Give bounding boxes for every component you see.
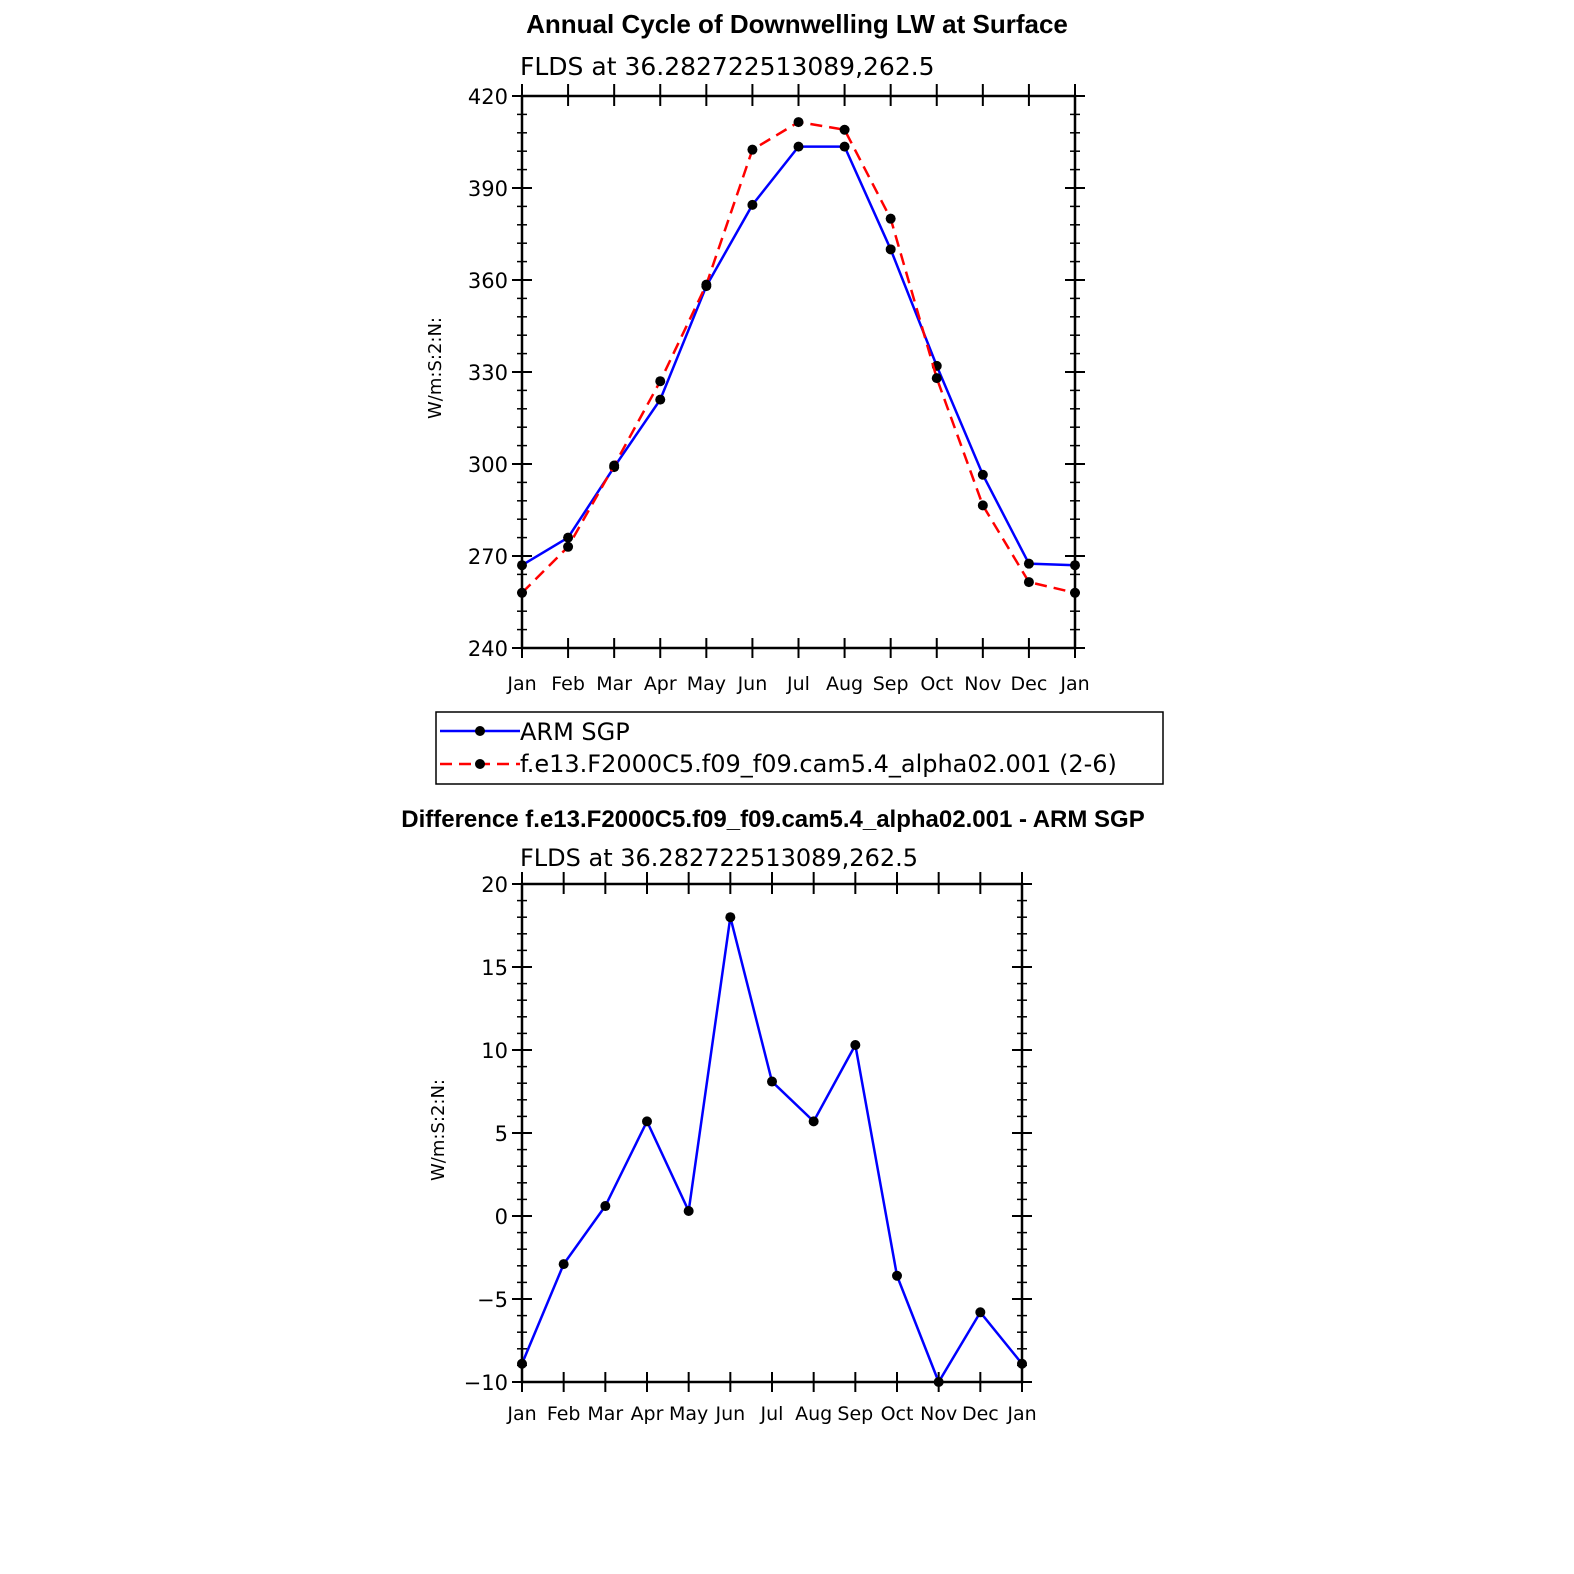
y-tick-label: 270 <box>468 545 508 569</box>
x-axis-ticks: Jan Feb Mar Apr May Jun Jul Aug Sep Oct Nov Dec Jan <box>506 84 1090 695</box>
x-tick-label: Jan <box>506 673 536 695</box>
data-point <box>558 1259 569 1270</box>
data-point <box>892 1270 902 1281</box>
x-tick-label: May <box>687 673 726 695</box>
y-tick-label: 15 <box>481 956 508 980</box>
data-point <box>793 117 804 128</box>
y-tick-label: 5 <box>495 1122 508 1146</box>
y-tick-label: 360 <box>468 269 508 293</box>
annual-cycle-chart: Annual Cycle of Downwelling LW at Surfac… <box>425 9 1090 695</box>
chart-title: Difference f.e13.F2000C5.f09_f09.cam5.4_… <box>401 806 1144 833</box>
data-point <box>701 279 712 290</box>
legend-label-model: f.e13.F2000C5.f09_f09.cam5.4_alpha02.001… <box>520 750 1117 778</box>
x-tick-label: Dec <box>962 1403 999 1425</box>
legend-box <box>435 711 1164 785</box>
data-point <box>839 124 850 135</box>
legend-label-arm: ARM SGP <box>520 718 630 746</box>
data-point <box>931 373 942 384</box>
y-tick-label: 20 <box>481 873 508 897</box>
data-point <box>885 244 896 255</box>
series-group <box>517 912 1027 1387</box>
y-axis-ticks: −10 −5 0 5 10 15 20 <box>464 873 1032 1395</box>
data-point <box>1023 558 1034 569</box>
data-point <box>808 1116 819 1127</box>
data-point <box>850 1040 861 1051</box>
y-tick-label: 390 <box>468 177 508 201</box>
x-tick-label: Apr <box>644 673 677 695</box>
chart-subtitle: FLDS at 36.282722513089,262.5 <box>520 844 918 872</box>
data-point <box>767 1076 777 1087</box>
data-point <box>839 141 850 152</box>
x-tick-label: Jan <box>1059 673 1089 695</box>
y-tick-label: 330 <box>468 361 508 385</box>
x-tick-label: Nov <box>964 673 1001 695</box>
y-tick-label: 10 <box>481 1039 508 1063</box>
data-point <box>655 376 666 387</box>
x-axis-ticks: Jan Feb Mar Apr May Jun Jul Aug Sep Oct Nov Dec Jan <box>506 872 1037 1425</box>
data-point <box>563 532 574 543</box>
difference-chart: Difference f.e13.F2000C5.f09_f09.cam5.4_… <box>401 806 1144 1425</box>
data-point <box>600 1201 611 1212</box>
y-tick-label: 0 <box>495 1205 508 1229</box>
y-tick-label: 300 <box>468 453 508 477</box>
x-tick-label: Jul <box>760 1403 784 1425</box>
x-tick-label: Mar <box>587 1403 623 1425</box>
plot-frame <box>520 882 1024 1384</box>
series-group <box>517 117 1080 598</box>
data-point <box>747 199 758 210</box>
series-line-0 <box>521 145 1076 567</box>
x-tick-label: Nov <box>920 1403 957 1425</box>
chart-title: Annual Cycle of Downwelling LW at Surfac… <box>526 9 1068 39</box>
x-tick-label: Feb <box>547 1403 581 1425</box>
data-point <box>642 1116 652 1127</box>
x-tick-label: Aug <box>795 1403 832 1425</box>
data-point <box>655 394 666 405</box>
data-point <box>793 141 804 152</box>
x-tick-label: Feb <box>551 673 585 695</box>
series-line-1 <box>521 120 1076 595</box>
x-tick-label: Jan <box>506 1403 536 1425</box>
x-tick-label: Jan <box>1006 1403 1036 1425</box>
x-tick-label: Aug <box>826 673 863 695</box>
data-point <box>609 460 620 471</box>
y-axis-label: W/m:S:2:N: <box>425 317 446 419</box>
data-point <box>977 469 988 480</box>
chart-subtitle: FLDS at 36.282722513089,262.5 <box>520 52 935 81</box>
data-point <box>747 144 758 155</box>
x-tick-label: Jun <box>737 673 768 695</box>
legend: ARM SGP f.e13.F2000C5.f09_f09.cam5.4_alp… <box>435 711 1164 785</box>
x-tick-label: Sep <box>837 1403 873 1425</box>
series-line-0 <box>520 916 1023 1385</box>
x-tick-label: Apr <box>631 1403 664 1425</box>
x-tick-label: May <box>669 1403 708 1425</box>
x-tick-label: Oct <box>920 673 953 695</box>
x-tick-label: Jun <box>714 1403 745 1425</box>
x-tick-label: Jul <box>786 673 810 695</box>
x-tick-label: Mar <box>596 673 632 695</box>
legend-marker-model <box>475 759 485 769</box>
legend-marker-arm <box>475 726 485 736</box>
data-point <box>885 213 896 224</box>
y-tick-label: 420 <box>468 85 508 109</box>
y-tick-label: −10 <box>464 1371 508 1395</box>
y-axis-label: W/m:S:2:N: <box>428 1079 449 1181</box>
y-axis-ticks: 240 270 300 330 360 390 420 <box>468 85 1085 661</box>
x-tick-label: Sep <box>873 673 909 695</box>
data-point <box>977 500 988 511</box>
data-point <box>725 912 736 923</box>
y-tick-label: 240 <box>468 637 508 661</box>
data-point <box>563 541 574 552</box>
x-tick-label: Dec <box>1011 673 1048 695</box>
plot-frame <box>520 94 1077 650</box>
data-point <box>1023 577 1034 588</box>
x-tick-label: Oct <box>881 1403 914 1425</box>
y-tick-label: −5 <box>477 1288 508 1312</box>
data-point <box>975 1307 986 1318</box>
data-point <box>683 1206 694 1217</box>
